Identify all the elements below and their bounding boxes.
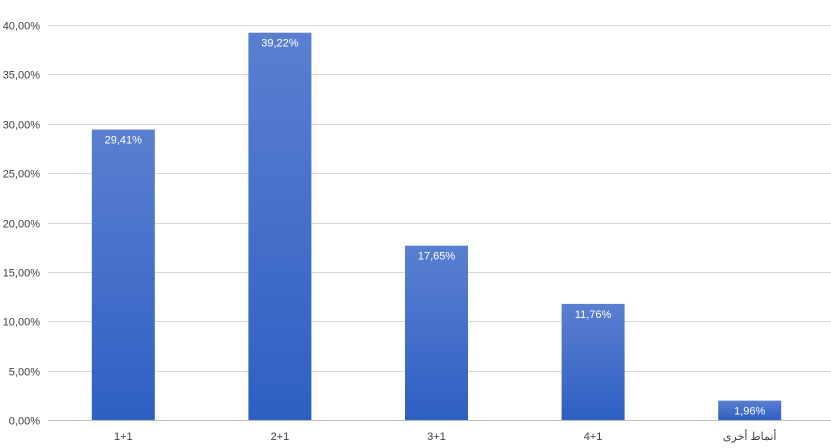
y-tick-label: 40,00% (3, 21, 41, 33)
bar (561, 303, 625, 420)
x-axis-categories: 1+1 2+1 3+1 4+1 أنماط أخرى (114, 429, 777, 443)
bar (91, 129, 155, 421)
bar-data-label: 29,41% (105, 135, 143, 147)
y-tick-label: 10,00% (3, 317, 41, 329)
x-category-label: 3+1 (427, 431, 446, 443)
y-axis-ticks: 0,00% 5,00% 10,00% 15,00% 20,00% 25,00% 30,00%… (3, 21, 41, 428)
bars (91, 32, 782, 421)
x-category-label: 1+1 (114, 431, 133, 443)
y-tick-label: 5,00% (9, 367, 40, 379)
gridlines (48, 25, 831, 421)
y-tick-label: 20,00% (3, 219, 41, 231)
x-category-label: أنماط أخرى (723, 429, 777, 443)
bar-data-label: 39,22% (261, 38, 299, 50)
data-labels: 29,41% 39,22% 17,65% 11,76% 1,96% (105, 38, 766, 418)
bar (718, 400, 782, 420)
x-category-label: 4+1 (584, 431, 603, 443)
y-tick-label: 30,00% (3, 120, 41, 132)
bar (405, 245, 468, 420)
y-tick-label: 15,00% (3, 268, 41, 280)
bar-data-label: 11,76% (575, 309, 612, 321)
y-tick-label: 35,00% (3, 70, 41, 82)
y-tick-label: 0,00% (9, 416, 40, 428)
bar-data-label: 17,65% (418, 251, 456, 263)
y-tick-label: 25,00% (3, 169, 41, 181)
bar-data-label: 1,96% (734, 406, 765, 418)
bar (248, 32, 312, 420)
x-category-label: 2+1 (271, 431, 290, 443)
